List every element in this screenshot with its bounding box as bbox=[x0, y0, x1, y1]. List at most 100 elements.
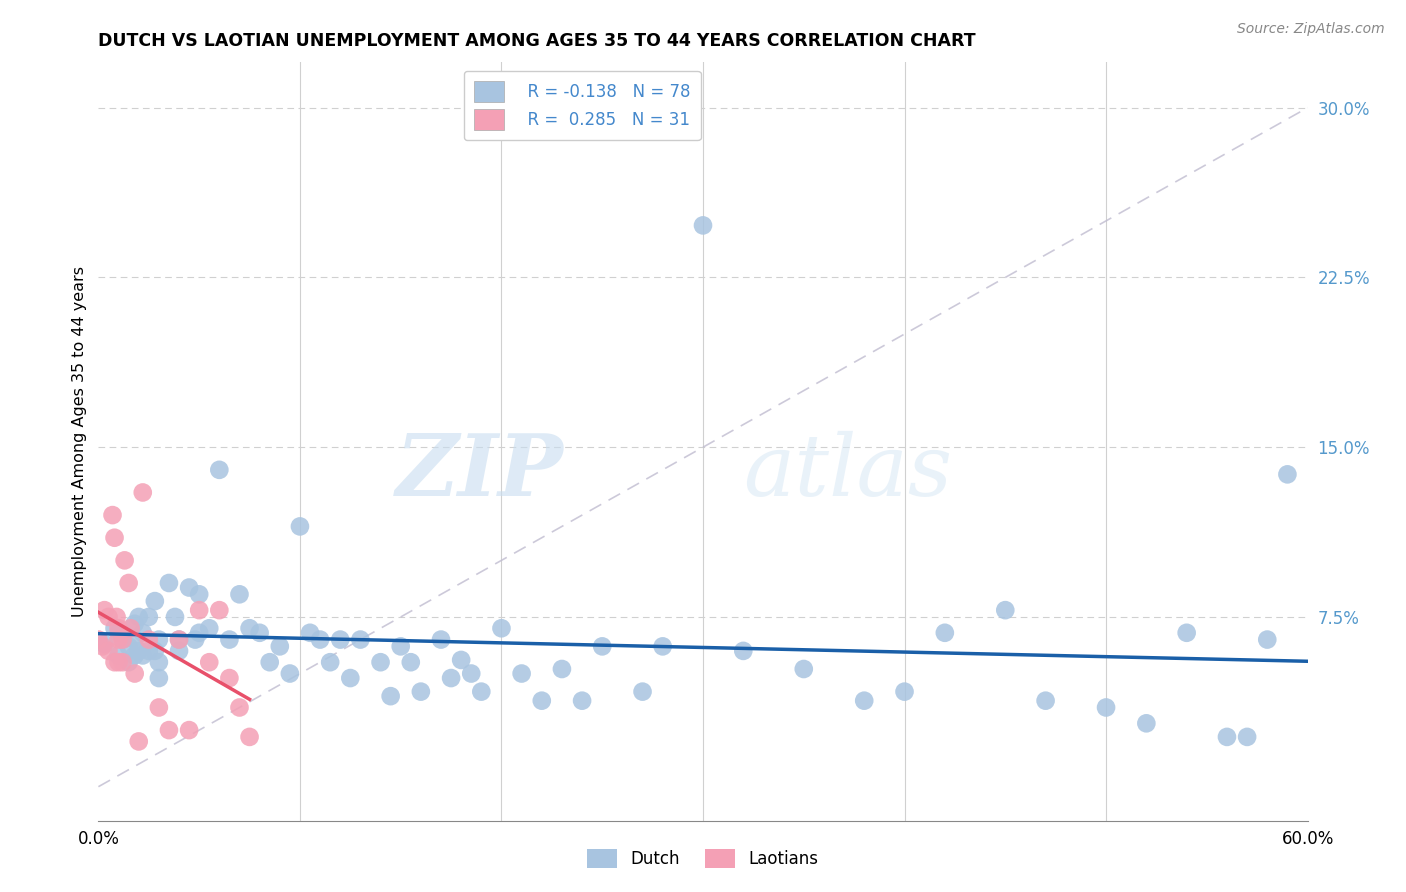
Point bbox=[198, 655, 221, 669]
Point bbox=[1135, 716, 1157, 731]
Point bbox=[460, 666, 482, 681]
Point bbox=[179, 581, 201, 595]
Point bbox=[349, 632, 371, 647]
Point bbox=[124, 648, 146, 663]
Point bbox=[470, 684, 492, 698]
Point bbox=[631, 684, 654, 698]
Point bbox=[188, 603, 211, 617]
Legend: Dutch, Laotians: Dutch, Laotians bbox=[581, 842, 825, 875]
Point bbox=[733, 644, 755, 658]
Point bbox=[409, 684, 432, 698]
Point bbox=[87, 632, 110, 647]
Point bbox=[198, 621, 221, 635]
Point bbox=[143, 594, 166, 608]
Point bbox=[148, 671, 170, 685]
Point bbox=[118, 640, 141, 654]
Point bbox=[138, 632, 160, 647]
Point bbox=[120, 621, 142, 635]
Text: atlas: atlas bbox=[744, 431, 953, 513]
Point bbox=[1256, 632, 1278, 647]
Point bbox=[128, 644, 150, 658]
Point bbox=[179, 723, 201, 738]
Point bbox=[132, 485, 155, 500]
Point bbox=[97, 610, 120, 624]
Point bbox=[218, 632, 240, 647]
Point bbox=[218, 671, 240, 685]
Point bbox=[259, 655, 281, 669]
Point bbox=[103, 655, 125, 669]
Point bbox=[893, 684, 915, 698]
Point bbox=[188, 625, 211, 640]
Point bbox=[148, 700, 170, 714]
Point bbox=[143, 644, 166, 658]
Point bbox=[510, 666, 533, 681]
Point bbox=[380, 689, 402, 703]
Point bbox=[132, 648, 155, 663]
Point bbox=[1277, 467, 1299, 482]
Point bbox=[793, 662, 815, 676]
Point bbox=[138, 610, 160, 624]
Point bbox=[124, 616, 146, 631]
Point bbox=[208, 603, 231, 617]
Point bbox=[491, 621, 513, 635]
Point bbox=[591, 640, 613, 654]
Point bbox=[132, 625, 155, 640]
Point bbox=[111, 632, 134, 647]
Point bbox=[1035, 694, 1057, 708]
Point bbox=[228, 700, 250, 714]
Point bbox=[101, 508, 124, 522]
Point bbox=[111, 655, 134, 669]
Text: Source: ZipAtlas.com: Source: ZipAtlas.com bbox=[1237, 22, 1385, 37]
Point bbox=[163, 610, 186, 624]
Point bbox=[107, 648, 129, 663]
Point bbox=[530, 694, 553, 708]
Point bbox=[934, 625, 956, 640]
Point bbox=[339, 671, 361, 685]
Point bbox=[167, 632, 190, 647]
Point bbox=[1216, 730, 1239, 744]
Point bbox=[118, 576, 141, 591]
Point bbox=[288, 519, 311, 533]
Point bbox=[278, 666, 301, 681]
Point bbox=[309, 632, 332, 647]
Point bbox=[1095, 700, 1118, 714]
Point bbox=[128, 610, 150, 624]
Point bbox=[103, 621, 125, 635]
Point bbox=[184, 632, 207, 647]
Point bbox=[107, 632, 129, 647]
Point bbox=[994, 603, 1017, 617]
Point bbox=[124, 632, 146, 647]
Point bbox=[93, 603, 115, 617]
Point bbox=[692, 219, 714, 233]
Point bbox=[228, 587, 250, 601]
Point bbox=[107, 621, 129, 635]
Point bbox=[118, 655, 141, 669]
Point bbox=[440, 671, 463, 685]
Y-axis label: Unemployment Among Ages 35 to 44 years: Unemployment Among Ages 35 to 44 years bbox=[72, 266, 87, 617]
Point bbox=[1236, 730, 1258, 744]
Point bbox=[128, 734, 150, 748]
Point bbox=[269, 640, 291, 654]
Point bbox=[167, 632, 190, 647]
Point bbox=[157, 576, 180, 591]
Text: DUTCH VS LAOTIAN UNEMPLOYMENT AMONG AGES 35 TO 44 YEARS CORRELATION CHART: DUTCH VS LAOTIAN UNEMPLOYMENT AMONG AGES… bbox=[98, 32, 976, 50]
Point bbox=[389, 640, 412, 654]
Point bbox=[157, 723, 180, 738]
Point bbox=[853, 694, 876, 708]
Point bbox=[103, 531, 125, 545]
Point bbox=[651, 640, 673, 654]
Point bbox=[114, 553, 136, 567]
Point bbox=[450, 653, 472, 667]
Point bbox=[208, 463, 231, 477]
Point bbox=[299, 625, 322, 640]
Point bbox=[1175, 625, 1198, 640]
Point bbox=[148, 655, 170, 669]
Point bbox=[91, 640, 114, 654]
Point bbox=[370, 655, 392, 669]
Point bbox=[93, 637, 115, 651]
Point bbox=[138, 644, 160, 658]
Point bbox=[111, 632, 134, 647]
Point bbox=[124, 666, 146, 681]
Point bbox=[105, 610, 128, 624]
Point bbox=[551, 662, 574, 676]
